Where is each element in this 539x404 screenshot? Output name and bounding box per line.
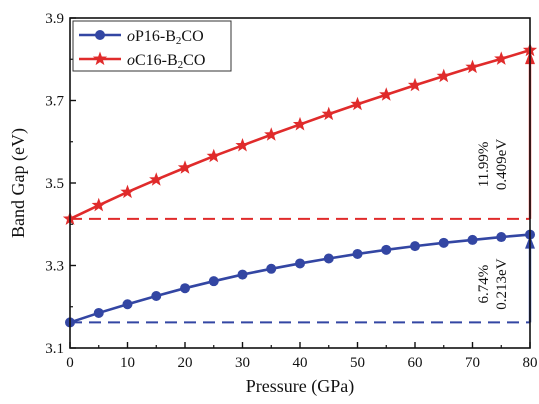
x-tick-label: 60 <box>408 355 423 371</box>
y-tick-label: 3.3 <box>45 259 64 275</box>
data-point <box>91 197 106 212</box>
data-point <box>436 68 451 83</box>
x-tick-label: 70 <box>465 355 480 371</box>
data-point <box>93 307 104 318</box>
data-point <box>381 244 392 255</box>
legend-label: oC16-B2CO <box>127 52 205 71</box>
annotation-red-ev: 0.409eV <box>494 139 510 190</box>
data-point <box>465 59 480 74</box>
x-tick-label: 80 <box>523 355 538 371</box>
data-point <box>323 253 334 264</box>
data-point <box>120 184 135 199</box>
legend-box <box>72 20 232 72</box>
data-point <box>410 241 420 252</box>
data-point <box>321 106 336 121</box>
y-tick-label: 3.7 <box>45 94 64 110</box>
series-layer <box>62 42 538 328</box>
x-tick-label: 10 <box>120 355 135 371</box>
y-tick-label: 3.1 <box>45 341 64 357</box>
data-point <box>266 263 277 274</box>
y-tick-label: 3.5 <box>45 176 64 192</box>
annotation-blue-ev: 0.213eV <box>494 258 510 309</box>
data-point <box>237 269 248 280</box>
data-point <box>208 276 219 287</box>
data-point <box>264 127 279 141</box>
x-tick-label: 30 <box>235 355 250 371</box>
data-point <box>438 237 449 248</box>
x-axis-title: Pressure (GPa) <box>246 376 354 397</box>
legend-marker <box>95 30 105 40</box>
annotation-red-pct: 11.99% <box>476 142 492 188</box>
annotations: 11.99% 0.409eV 6.74% 0.213eV <box>476 139 510 310</box>
series-line <box>69 233 531 324</box>
data-point <box>352 248 363 259</box>
legend-marker <box>92 51 108 66</box>
data-point <box>151 291 162 302</box>
data-point <box>122 299 133 310</box>
data-point <box>180 283 190 294</box>
annotation-blue-pct: 6.74% <box>476 265 492 304</box>
x-tick-label: 50 <box>350 355 365 371</box>
data-point <box>379 87 394 101</box>
data-point <box>235 137 250 152</box>
data-point <box>407 77 423 92</box>
data-point <box>177 160 193 174</box>
data-point <box>292 116 308 131</box>
series-oP16-B2CO <box>65 229 535 328</box>
data-point <box>494 51 509 65</box>
y-axis-title: Band Gap (eV) <box>8 128 29 238</box>
data-point <box>206 148 221 163</box>
x-tick-label: 0 <box>66 355 74 371</box>
reference-lines <box>70 217 530 324</box>
series-line <box>69 48 531 221</box>
axis-ticks: 0 10 20 30 40 50 60 70 80 3.1 3.3 3.5 3.7 3.9 <box>45 11 537 371</box>
data-point <box>467 234 478 245</box>
data-point <box>350 96 365 111</box>
data-point <box>295 258 305 269</box>
data-point <box>149 172 164 186</box>
data-point <box>496 232 507 243</box>
y-tick-label: 3.9 <box>45 11 64 27</box>
legend: oP16-B2CO oC16-B2CO <box>72 20 232 72</box>
x-tick-label: 40 <box>293 355 308 371</box>
x-tick-label: 20 <box>178 355 193 371</box>
legend-label: oP16-B2CO <box>127 28 204 47</box>
